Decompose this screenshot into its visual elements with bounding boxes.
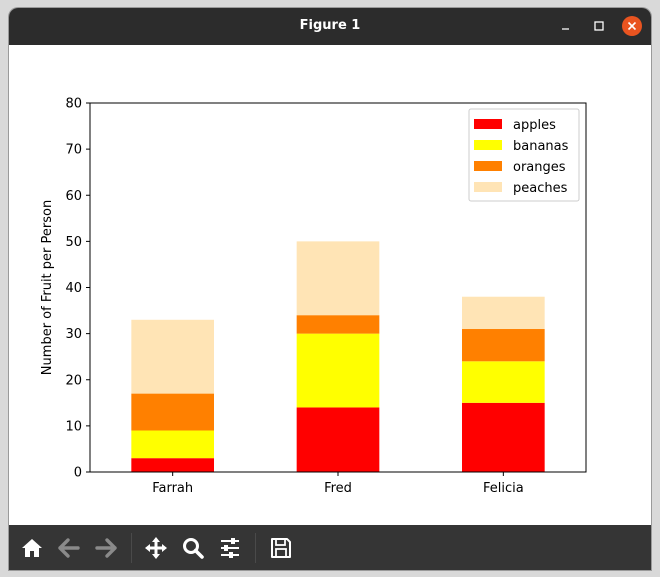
y-tick-label: 20 — [65, 373, 82, 388]
save-icon — [271, 538, 291, 558]
back-button[interactable] — [56, 535, 82, 561]
bar-bananas-farrah — [131, 430, 214, 459]
legend: apples bananas oranges peaches — [468, 108, 580, 202]
minimize-button[interactable] — [556, 16, 576, 36]
minimize-icon — [562, 28, 569, 30]
y-tick-label: 50 — [65, 235, 82, 250]
y-tick-label: 60 — [65, 189, 82, 204]
legend-swatch-apples — [474, 119, 502, 129]
pan-icon — [145, 537, 167, 559]
pan-button[interactable] — [143, 535, 169, 561]
axes-frame — [89, 102, 587, 473]
y-tick-label: 10 — [65, 419, 82, 434]
bar-peaches-fred — [296, 241, 380, 316]
bar-peaches-felicia — [462, 296, 545, 330]
title-bar[interactable]: Figure 1 — [9, 8, 651, 45]
x-tick-label: Farrah — [152, 481, 193, 496]
legend-swatch-oranges — [474, 161, 502, 171]
window-title: Figure 1 — [299, 18, 361, 33]
y-tick-label: 70 — [65, 143, 82, 158]
forward-button[interactable] — [93, 535, 119, 561]
legend-label-peaches: peaches — [513, 181, 568, 196]
x-tick-label: Fred — [324, 481, 352, 496]
legend-swatch-bananas — [474, 140, 502, 150]
bar-apples-felicia — [462, 402, 545, 472]
figure-canvas[interactable]: 0 10 20 30 40 50 60 70 80 Farrah Fred Felicia Numb… — [9, 45, 651, 525]
navigation-toolbar — [9, 525, 651, 570]
zoom-icon — [183, 538, 204, 559]
bar-oranges-farrah — [131, 393, 214, 431]
maximize-button[interactable] — [589, 16, 609, 36]
back-arrow-icon — [58, 538, 80, 558]
bar-oranges-felicia — [462, 329, 545, 362]
x-axis: Farrah Fred Felicia — [152, 472, 524, 496]
figure-window: Figure 1 0 10 20 30 40 50 60 70 80 Farrah Fred Fel… — [9, 8, 651, 570]
legend-label-bananas: bananas — [513, 139, 569, 154]
bar-apples-fred — [296, 407, 380, 472]
home-button[interactable] — [19, 535, 45, 561]
bar-bananas-fred — [296, 333, 380, 408]
y-tick-label: 30 — [65, 327, 82, 342]
bars-group — [131, 241, 545, 472]
x-tick-label: Felicia — [483, 481, 524, 496]
y-tick-label: 0 — [74, 466, 82, 481]
configure-subplots-icon — [221, 538, 239, 558]
forward-arrow-icon — [95, 538, 117, 558]
bar-peaches-farrah — [131, 319, 214, 394]
bar-oranges-fred — [296, 315, 380, 334]
legend-label-apples: apples — [513, 118, 556, 133]
configure-subplots-button[interactable] — [217, 535, 243, 561]
toolbar-separator — [131, 533, 132, 563]
y-axis-label: Number of Fruit per Person — [40, 200, 55, 375]
y-axis: 0 10 20 30 40 50 60 70 80 — [65, 97, 90, 481]
close-button[interactable] — [622, 16, 642, 36]
home-icon — [22, 539, 42, 557]
y-tick-label: 40 — [65, 281, 82, 296]
bar-apples-farrah — [131, 458, 214, 472]
zoom-button[interactable] — [180, 535, 206, 561]
maximize-icon — [594, 21, 604, 31]
close-icon — [627, 21, 637, 31]
legend-box — [468, 108, 580, 202]
toolbar-separator — [255, 533, 256, 563]
bar-bananas-felicia — [462, 361, 545, 403]
legend-swatch-peaches — [474, 182, 502, 192]
save-button[interactable] — [268, 535, 294, 561]
bar-chart: 0 10 20 30 40 50 60 70 80 Farrah Fred Felicia Numb… — [40, 97, 587, 496]
legend-label-oranges: oranges — [513, 160, 566, 175]
y-tick-label: 80 — [65, 97, 82, 112]
